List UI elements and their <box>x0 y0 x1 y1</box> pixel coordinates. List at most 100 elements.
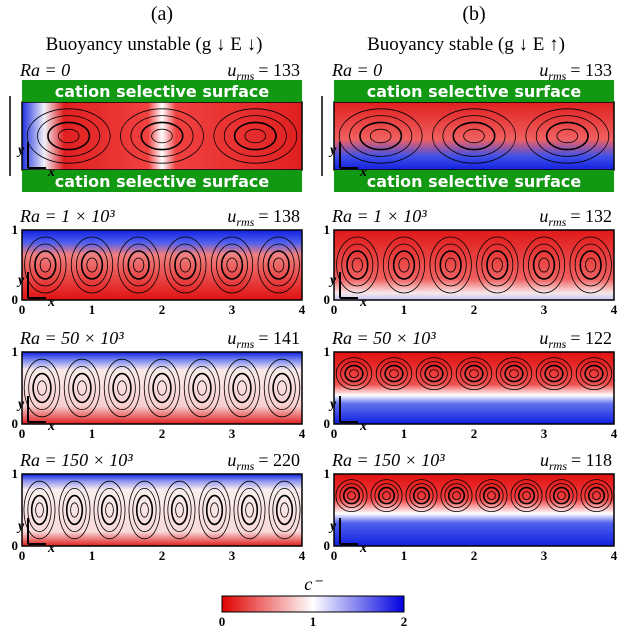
x-tick-label: 2 <box>471 426 478 441</box>
x-tick-label: 0 <box>331 302 338 317</box>
x-tick-label: 4 <box>299 426 306 441</box>
x-tick-label: 4 <box>611 302 618 317</box>
urms-symbol: u <box>539 328 548 348</box>
urms-sub: rms <box>236 337 254 351</box>
x-tick-label: 3 <box>541 548 548 563</box>
urms-value: = 132 <box>570 206 612 226</box>
x-tick-label: 0 <box>19 302 26 317</box>
colorbar <box>222 596 404 612</box>
colorbar-tick: 2 <box>401 614 408 629</box>
urms-value: = 141 <box>258 328 300 348</box>
rayleigh-label: Ra = 0 <box>19 60 70 80</box>
field <box>22 474 302 546</box>
rayleigh-label: Ra = 1 × 10³ <box>19 206 115 226</box>
urms-value: = 138 <box>258 206 300 226</box>
y-tick-label: 0 <box>12 538 19 553</box>
surface-label: cation selective surface <box>367 82 582 101</box>
urms-symbol: u <box>540 450 549 470</box>
colorbar-label: c⁻ <box>304 574 323 594</box>
urms-label: urms = 132 <box>539 206 612 229</box>
urms-value: = 133 <box>258 60 300 80</box>
column-title: Buoyancy stable (g ↓ E ↑) <box>367 34 565 55</box>
urms-label: urms= 133 <box>539 60 612 83</box>
y-tick-label: 0 <box>12 416 19 431</box>
x-tick-label: 4 <box>611 548 618 563</box>
urms-symbol: u <box>227 60 236 80</box>
figure: (a)Buoyancy unstable (g ↓ E ↓)Ra = 0urms… <box>0 0 618 630</box>
urms-symbol: u <box>227 206 236 226</box>
y-tick-label: 1 <box>324 222 331 237</box>
surface-label: cation selective surface <box>367 172 582 191</box>
y-tick-label: 0 <box>324 538 331 553</box>
y-axis-label: y <box>328 519 337 534</box>
panel-letter: (b) <box>462 3 485 25</box>
urms-label: urms= 118 <box>540 450 612 473</box>
field <box>22 230 302 300</box>
field <box>22 102 302 170</box>
x-axis-label: x <box>47 419 55 434</box>
y-tick-label: 1 <box>12 466 19 481</box>
x-tick-label: 2 <box>471 302 478 317</box>
x-axis-label: x <box>359 295 367 310</box>
x-tick-label: 3 <box>541 426 548 441</box>
x-tick-label: 1 <box>401 548 408 563</box>
urms-symbol: u <box>539 60 548 80</box>
y-tick-label: 1 <box>324 344 331 359</box>
colorbar-tick: 1 <box>310 614 317 629</box>
x-tick-label: 2 <box>159 548 166 563</box>
rayleigh-label: Ra = 50 × 10³ <box>19 328 124 348</box>
field <box>334 102 614 170</box>
x-axis-label: x <box>47 295 55 310</box>
y-axis-label: y <box>16 143 25 158</box>
x-axis-label: x <box>47 541 55 556</box>
urms-symbol: u <box>227 450 236 470</box>
x-tick-label: 3 <box>229 426 236 441</box>
urms-sub: rms <box>236 459 254 473</box>
x-tick-label: 0 <box>19 548 26 563</box>
y-axis-label: y <box>328 397 337 412</box>
urms-value: = 122 <box>570 328 612 348</box>
field <box>334 230 614 300</box>
x-tick-label: 1 <box>89 426 96 441</box>
urms-sub: rms <box>548 215 566 229</box>
urms-symbol: u <box>227 328 236 348</box>
x-tick-label: 3 <box>229 548 236 563</box>
rayleigh-label: Ra = 150 × 10³ <box>331 450 445 470</box>
x-tick-label: 0 <box>19 426 26 441</box>
x-tick-label: 4 <box>299 302 306 317</box>
x-tick-label: 0 <box>331 548 338 563</box>
x-tick-label: 1 <box>89 302 96 317</box>
x-tick-label: 4 <box>299 548 306 563</box>
urms-sub: rms <box>548 337 566 351</box>
field <box>334 474 614 546</box>
x-tick-label: 3 <box>541 302 548 317</box>
x-axis-label: x <box>359 165 367 180</box>
x-tick-label: 4 <box>611 426 618 441</box>
rayleigh-label: Ra = 50 × 10³ <box>331 328 436 348</box>
x-tick-label: 2 <box>159 426 166 441</box>
x-tick-label: 2 <box>471 548 478 563</box>
urms-value: = 133 <box>570 60 612 80</box>
y-tick-label: 0 <box>324 292 331 307</box>
surface-label: cation selective surface <box>55 82 270 101</box>
urms-symbol: u <box>539 206 548 226</box>
rayleigh-label: Ra = 150 × 10³ <box>19 450 133 470</box>
urms-value: = 220 <box>258 450 300 470</box>
x-axis-label: x <box>359 541 367 556</box>
x-tick-label: 1 <box>401 426 408 441</box>
rayleigh-label: Ra = 1 × 10³ <box>331 206 427 226</box>
urms-label: urms= 133 <box>227 60 300 83</box>
y-axis-label: y <box>328 143 337 158</box>
field <box>334 352 614 424</box>
panel-letter: (a) <box>151 3 173 25</box>
urms-label: urms = 141 <box>227 328 300 351</box>
urms-sub: rms <box>236 215 254 229</box>
y-tick-label: 0 <box>324 416 331 431</box>
x-axis-label: x <box>47 165 55 180</box>
urms-value: = 118 <box>571 450 612 470</box>
x-axis-label: x <box>359 419 367 434</box>
y-axis-label: y <box>16 273 25 288</box>
urms-label: urms = 220 <box>227 450 300 473</box>
y-tick-label: 1 <box>324 466 331 481</box>
colorbar-tick: 0 <box>219 614 226 629</box>
